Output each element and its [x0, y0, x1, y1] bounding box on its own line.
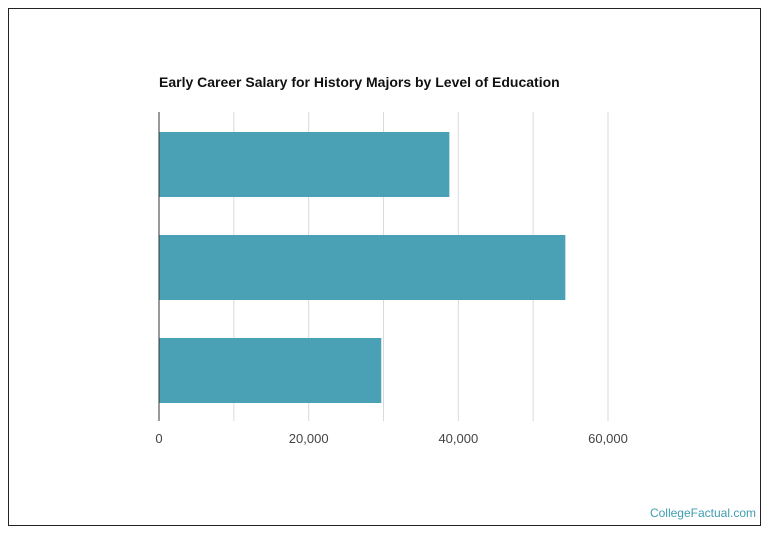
x-tick-label: 0 — [155, 431, 162, 446]
x-axis-ticks: 0 20,000 40,000 60,000 — [155, 431, 628, 446]
x-tick-label: 20,000 — [289, 431, 329, 446]
bar-3[interactable] — [159, 338, 382, 403]
x-tick-label: 60,000 — [588, 431, 628, 446]
bar-2[interactable] — [159, 235, 566, 300]
x-tick-label: 40,000 — [438, 431, 478, 446]
bars — [159, 132, 566, 403]
source-watermark[interactable]: CollegeFactual.com — [649, 506, 756, 520]
chart-title: Early Career Salary for History Majors b… — [159, 74, 560, 90]
bar-1[interactable] — [159, 132, 450, 197]
